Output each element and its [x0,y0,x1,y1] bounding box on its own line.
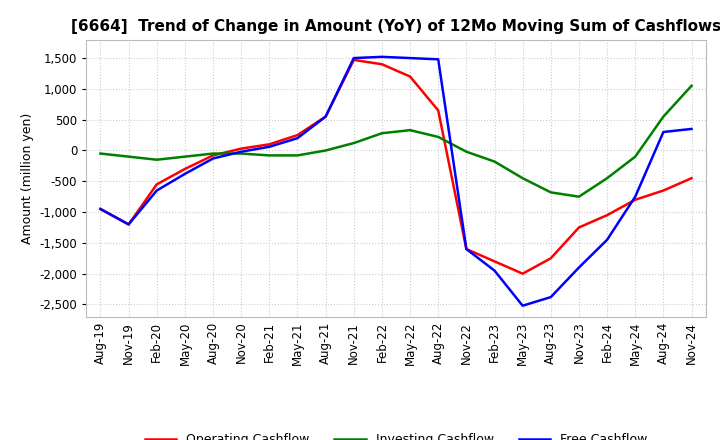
Investing Cashflow [125,154,133,159]
Investing Cashflow [659,114,667,119]
Operating Cashflow [321,114,330,119]
Operating Cashflow [209,153,217,158]
Investing Cashflow [349,140,358,146]
Operating Cashflow [293,132,302,138]
Investing Cashflow [603,176,611,181]
Free Cashflow [406,55,415,61]
Free Cashflow [546,294,555,300]
Investing Cashflow [181,154,189,159]
Operating Cashflow [631,197,639,202]
Free Cashflow [575,265,583,270]
Operating Cashflow [462,246,471,252]
Operating Cashflow [546,256,555,261]
Free Cashflow [209,156,217,161]
Line: Operating Cashflow: Operating Cashflow [101,60,691,274]
Operating Cashflow [490,259,499,264]
Legend: Operating Cashflow, Investing Cashflow, Free Cashflow: Operating Cashflow, Investing Cashflow, … [140,429,652,440]
Investing Cashflow [490,159,499,164]
Investing Cashflow [265,153,274,158]
Operating Cashflow [265,142,274,147]
Operating Cashflow [518,271,527,276]
Operating Cashflow [434,108,443,113]
Free Cashflow [603,237,611,242]
Line: Free Cashflow: Free Cashflow [101,57,691,306]
Investing Cashflow [293,153,302,158]
Investing Cashflow [321,148,330,153]
Free Cashflow [687,126,696,132]
Investing Cashflow [546,190,555,195]
Free Cashflow [659,129,667,135]
Investing Cashflow [209,151,217,156]
Investing Cashflow [518,176,527,181]
Title: [6664]  Trend of Change in Amount (YoY) of 12Mo Moving Sum of Cashflows: [6664] Trend of Change in Amount (YoY) o… [71,19,720,34]
Investing Cashflow [96,151,105,156]
Investing Cashflow [434,134,443,139]
Free Cashflow [349,55,358,61]
Investing Cashflow [575,194,583,199]
Investing Cashflow [153,157,161,162]
Free Cashflow [631,194,639,199]
Investing Cashflow [687,83,696,88]
Free Cashflow [265,144,274,150]
Free Cashflow [153,188,161,193]
Free Cashflow [293,136,302,141]
Operating Cashflow [575,225,583,230]
Investing Cashflow [406,128,415,133]
Y-axis label: Amount (million yen): Amount (million yen) [21,113,34,244]
Free Cashflow [377,54,386,59]
Free Cashflow [434,57,443,62]
Free Cashflow [181,171,189,176]
Free Cashflow [518,303,527,308]
Investing Cashflow [237,151,246,156]
Operating Cashflow [96,206,105,212]
Operating Cashflow [659,188,667,193]
Investing Cashflow [631,154,639,159]
Operating Cashflow [687,176,696,181]
Free Cashflow [237,149,246,154]
Operating Cashflow [153,182,161,187]
Free Cashflow [321,114,330,119]
Operating Cashflow [181,166,189,172]
Operating Cashflow [406,74,415,79]
Free Cashflow [125,222,133,227]
Operating Cashflow [377,62,386,67]
Operating Cashflow [125,222,133,227]
Operating Cashflow [349,57,358,62]
Investing Cashflow [377,131,386,136]
Operating Cashflow [603,213,611,218]
Free Cashflow [96,206,105,212]
Operating Cashflow [237,146,246,151]
Free Cashflow [490,268,499,273]
Free Cashflow [462,246,471,252]
Line: Investing Cashflow: Investing Cashflow [101,86,691,197]
Investing Cashflow [462,149,471,154]
